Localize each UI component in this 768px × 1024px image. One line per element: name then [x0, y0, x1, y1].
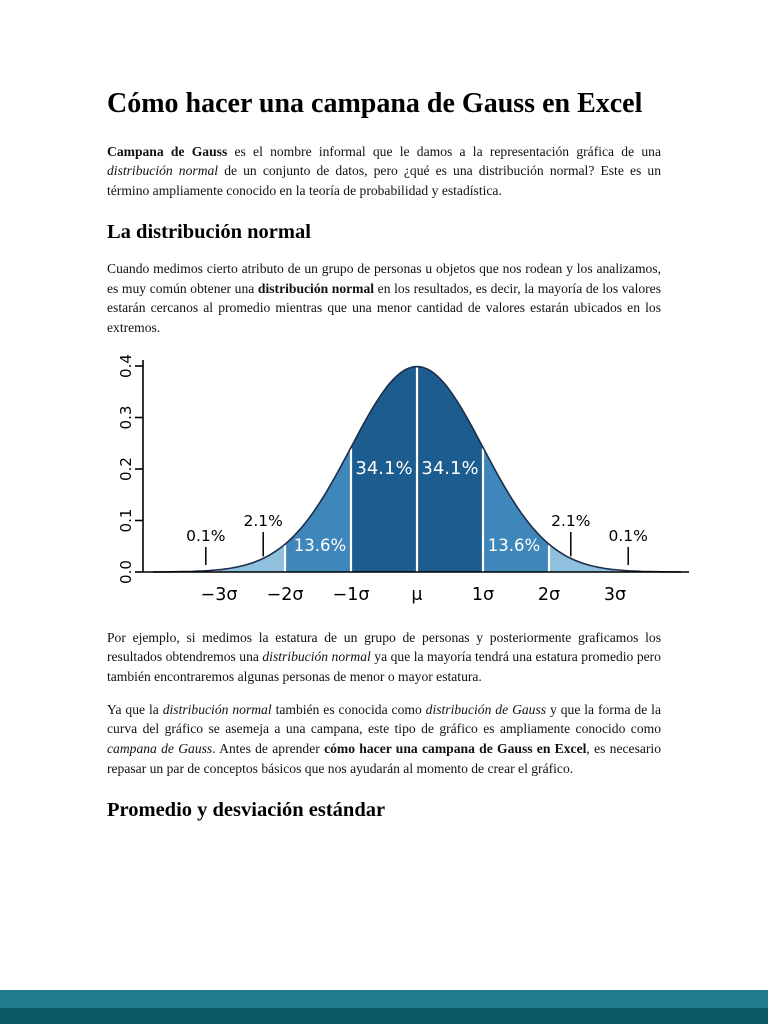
- svg-text:0.1: 0.1: [117, 508, 135, 532]
- svg-text:13.6%: 13.6%: [488, 536, 540, 555]
- footer-band-top: [0, 990, 768, 1008]
- svg-text:0.3: 0.3: [117, 405, 135, 429]
- svg-text:−2σ: −2σ: [267, 585, 304, 605]
- bell-curve-svg: 0.0 0.1 0.2 0.3 0.4 −3σ −2σ −1σ μ 1σ 2σ 3σ 34.1% 34.1…: [117, 354, 689, 605]
- svg-text:0.0: 0.0: [117, 560, 135, 584]
- page-title: Cómo hacer una campana de Gauss en Excel: [107, 88, 643, 119]
- svg-text:2.1%: 2.1%: [244, 512, 283, 530]
- paragraph-ejemplo: Por ejemplo, si medimos la estatura de u…: [107, 629, 661, 685]
- svg-text:1σ: 1σ: [472, 585, 494, 605]
- svg-text:3σ: 3σ: [604, 585, 626, 605]
- svg-text:34.1%: 34.1%: [421, 458, 478, 479]
- svg-text:−3σ: −3σ: [201, 585, 238, 605]
- svg-text:34.1%: 34.1%: [355, 458, 412, 479]
- footer-band-bottom: [0, 1008, 768, 1024]
- svg-text:0.2: 0.2: [117, 457, 135, 481]
- svg-text:0.1%: 0.1%: [609, 527, 648, 545]
- svg-text:0.4: 0.4: [117, 354, 135, 378]
- bell-curve-figure: 0.0 0.1 0.2 0.3 0.4 −3σ −2σ −1σ μ 1σ 2σ 3σ 34.1% 34.1…: [77, 354, 697, 616]
- svg-text:−1σ: −1σ: [333, 585, 370, 605]
- svg-text:2.1%: 2.1%: [551, 512, 590, 530]
- svg-text:2σ: 2σ: [538, 585, 560, 605]
- intro-paragraph: Campana de Gauss es el nombre informal q…: [107, 143, 661, 199]
- svg-text:0.1%: 0.1%: [186, 527, 225, 545]
- section-heading-distribucion: La distribución normal: [107, 220, 311, 243]
- paragraph-distribucion: Cuando medimos cierto atributo de un gru…: [107, 260, 661, 335]
- svg-text:μ: μ: [411, 585, 422, 605]
- article: Cómo hacer una campana de Gauss en Excel…: [107, 84, 689, 837]
- svg-text:13.6%: 13.6%: [294, 536, 346, 555]
- paragraph-gauss: Ya que la distribución normal también es…: [107, 701, 661, 776]
- section-heading-promedio: Promedio y desviación estándar: [107, 798, 386, 821]
